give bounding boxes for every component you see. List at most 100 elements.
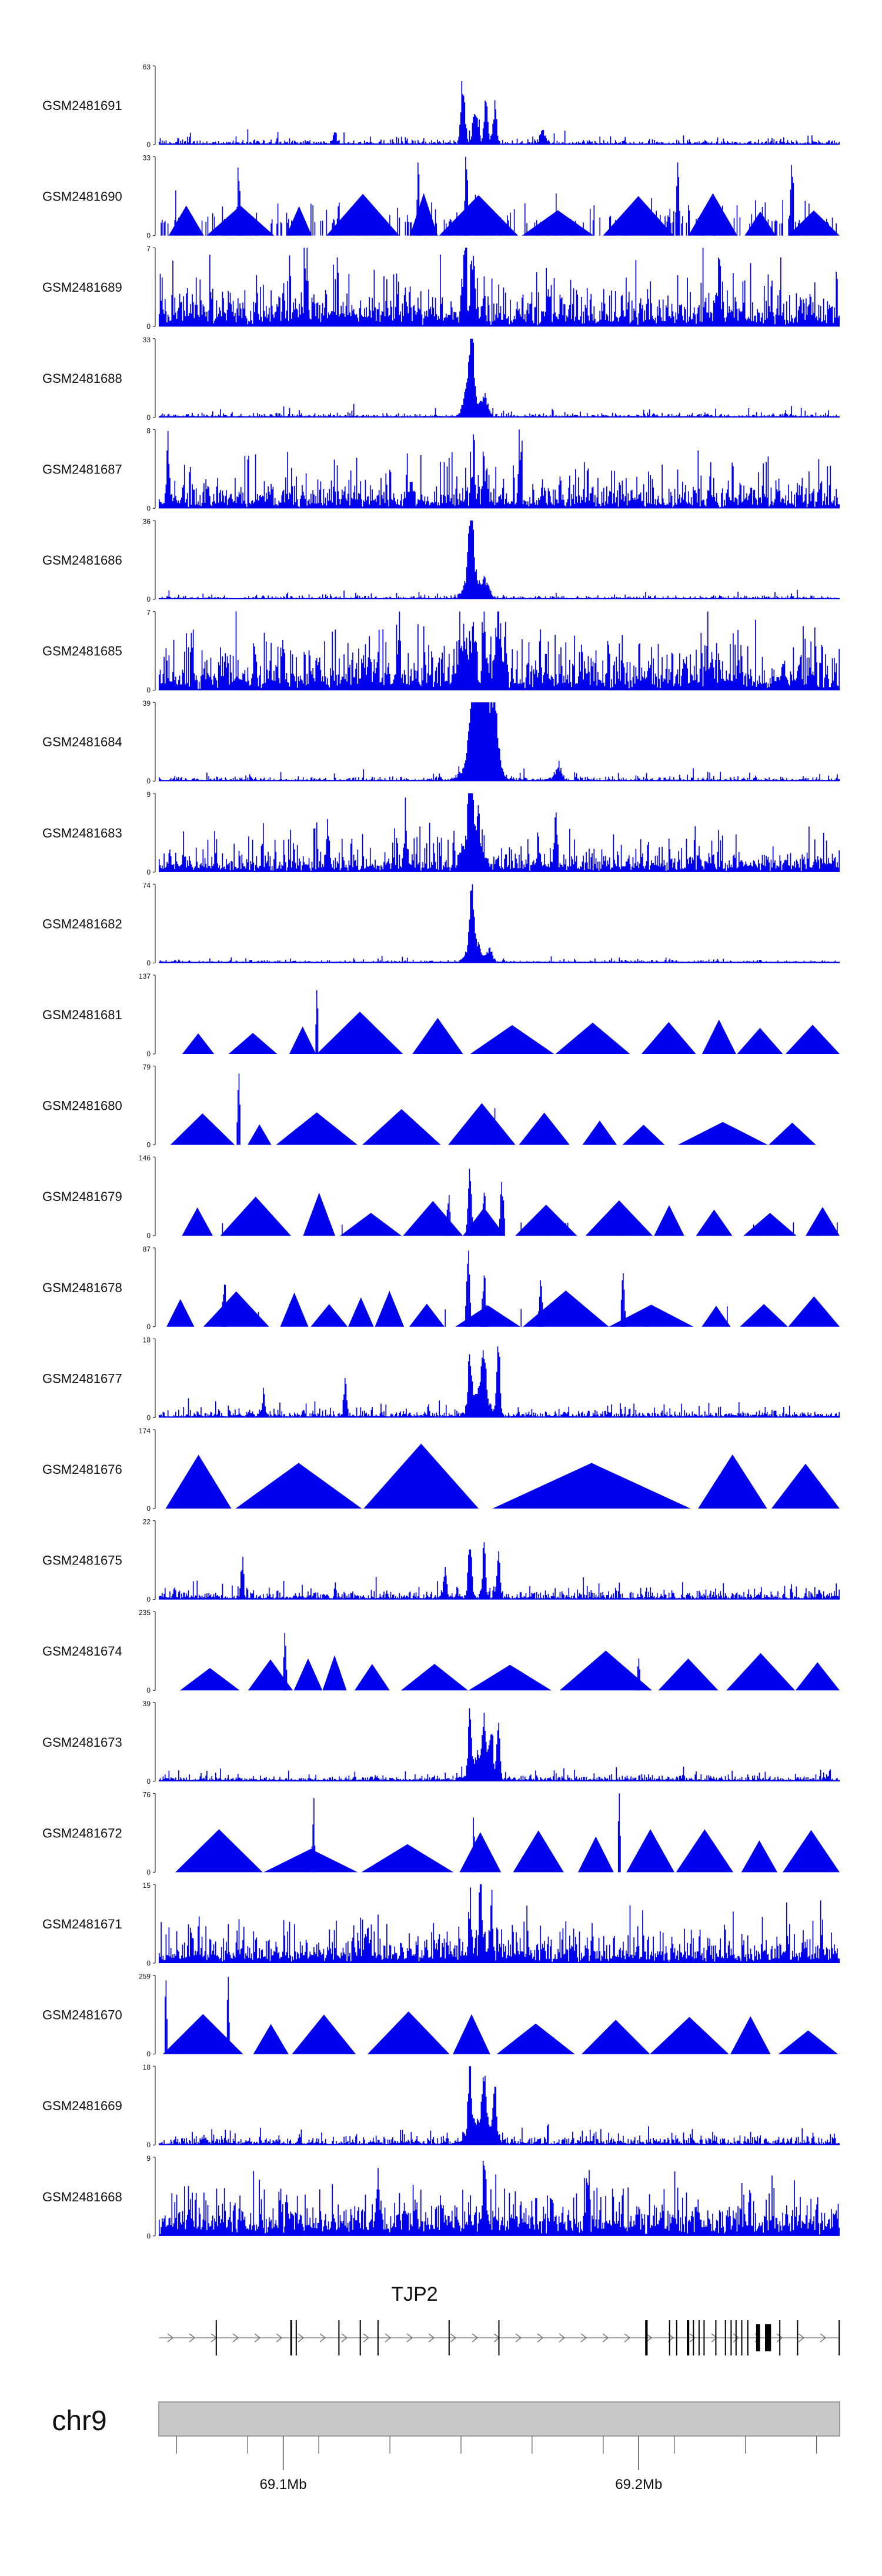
- strand-arrow: [189, 2333, 196, 2343]
- strand-arrow: [602, 2333, 609, 2343]
- track-GSM2481669: GSM2481669 18 0: [42, 2063, 840, 2149]
- exon: [797, 2320, 799, 2355]
- track-GSM2481676: GSM2481676 174 0: [42, 1427, 840, 1513]
- track-GSM2481679: GSM2481679 146 0: [42, 1154, 840, 1240]
- exon: [730, 2320, 732, 2355]
- track-label: GSM2481686: [42, 553, 122, 568]
- track-label: GSM2481681: [42, 1007, 122, 1022]
- coverage-bars: [158, 1884, 840, 1963]
- y-zero-label: 0: [146, 1959, 151, 1967]
- y-zero-label: 0: [146, 1413, 151, 1422]
- exon: [676, 2320, 677, 2355]
- coverage-bars: [158, 884, 840, 963]
- y-zero-label: 0: [146, 1596, 151, 1604]
- exon: [779, 2320, 781, 2355]
- coverage-bars: [158, 2160, 840, 2236]
- y-max-label: 33: [143, 154, 151, 162]
- strand-arrow: [733, 2333, 740, 2343]
- track-label: GSM2481682: [42, 916, 122, 931]
- track-GSM2481673: GSM2481673 39 0: [42, 1700, 840, 1786]
- exon: [645, 2320, 648, 2355]
- exon: [377, 2320, 379, 2355]
- exon: [703, 2320, 705, 2355]
- y-zero-label: 0: [146, 2141, 151, 2149]
- y-max-label: 33: [143, 336, 151, 344]
- strand-arrow: [820, 2333, 827, 2343]
- tick-label: 69.2Mb: [615, 2477, 662, 2492]
- y-max-label: 137: [139, 972, 151, 980]
- y-max-label: 79: [143, 1063, 151, 1072]
- tick-label: 69.1Mb: [260, 2477, 307, 2492]
- track-label: GSM2481680: [42, 1099, 122, 1113]
- gene-track: TJP2: [159, 2283, 840, 2355]
- track-GSM2481672: GSM2481672 76 0: [42, 1790, 840, 1876]
- y-zero-label: 0: [146, 1686, 151, 1694]
- coverage-area: [159, 1443, 840, 1509]
- y-zero-label: 0: [146, 1504, 151, 1513]
- coverage-bars: [158, 248, 840, 327]
- y-max-label: 7: [146, 245, 151, 253]
- track-label: GSM2481674: [42, 1644, 122, 1659]
- exon: [338, 2320, 340, 2355]
- exon: [838, 2320, 840, 2355]
- strand-arrow: [232, 2333, 239, 2343]
- track-label: GSM2481670: [42, 2008, 122, 2023]
- y-zero-label: 0: [146, 959, 151, 967]
- strand-arrow: [472, 2333, 479, 2343]
- track-GSM2481680: GSM2481680 79 0: [42, 1063, 840, 1149]
- strand-arrow: [559, 2333, 566, 2343]
- y-zero-label: 0: [146, 1323, 151, 1331]
- y-max-label: 36: [143, 518, 151, 526]
- track-GSM2481690: GSM2481690 33 0: [42, 154, 840, 240]
- track-GSM2481683: GSM2481683 9 0: [42, 790, 840, 876]
- exon: [669, 2320, 670, 2355]
- coverage-bars: [158, 520, 840, 599]
- strand-arrow: [711, 2333, 718, 2343]
- track-GSM2481674: GSM2481674 235 0: [42, 1609, 840, 1694]
- exon: [290, 2320, 292, 2355]
- exon: [215, 2320, 217, 2355]
- exon: [741, 2320, 743, 2355]
- y-max-label: 39: [143, 699, 151, 708]
- gene-name: TJP2: [391, 2283, 437, 2305]
- coverage-spikes: [283, 1633, 640, 1691]
- track-label: GSM2481672: [42, 1826, 122, 1840]
- strand-arrow: [341, 2333, 348, 2343]
- coverage-area: [159, 1650, 840, 1691]
- y-max-label: 9: [146, 790, 151, 799]
- track-GSM2481671: GSM2481671 15 0: [42, 1881, 840, 1967]
- y-zero-label: 0: [146, 504, 151, 512]
- strand-arrow: [624, 2333, 631, 2343]
- y-max-label: 76: [143, 1790, 151, 1798]
- coverage-spikes: [311, 1793, 621, 1873]
- strand-arrow: [646, 2333, 653, 2343]
- y-max-label: 7: [146, 609, 151, 617]
- y-max-label: 87: [143, 1245, 151, 1253]
- exon: [735, 2320, 737, 2355]
- strand-arrow: [276, 2333, 283, 2343]
- strand-arrow: [428, 2333, 435, 2343]
- exon: [687, 2320, 690, 2355]
- exon: [724, 2320, 726, 2355]
- track-GSM2481675: GSM2481675 22 0: [42, 1518, 840, 1604]
- track-label: GSM2481677: [42, 1371, 122, 1386]
- y-zero-label: 0: [146, 141, 151, 149]
- track-label: GSM2481684: [42, 735, 122, 749]
- y-zero-label: 0: [146, 1868, 151, 1876]
- y-max-label: 259: [139, 1973, 151, 1981]
- coverage-bars: [158, 611, 840, 690]
- coverage-bars: [158, 702, 840, 782]
- strand-arrow: [798, 2333, 805, 2343]
- chromosome-band: [158, 2401, 840, 2437]
- strand-arrow: [167, 2333, 174, 2343]
- y-max-label: 18: [143, 2063, 151, 2071]
- coverage-area: [159, 2011, 840, 2054]
- track-GSM2481685: GSM2481685 7 0: [42, 609, 840, 695]
- y-max-label: 15: [143, 1881, 151, 1890]
- y-zero-label: 0: [146, 1050, 151, 1058]
- coverage-spikes: [315, 990, 319, 1054]
- track-GSM2481689: GSM2481689 7 0: [42, 245, 840, 331]
- y-zero-label: 0: [146, 1777, 151, 1786]
- track-label: GSM2481690: [42, 189, 122, 204]
- y-zero-label: 0: [146, 595, 151, 603]
